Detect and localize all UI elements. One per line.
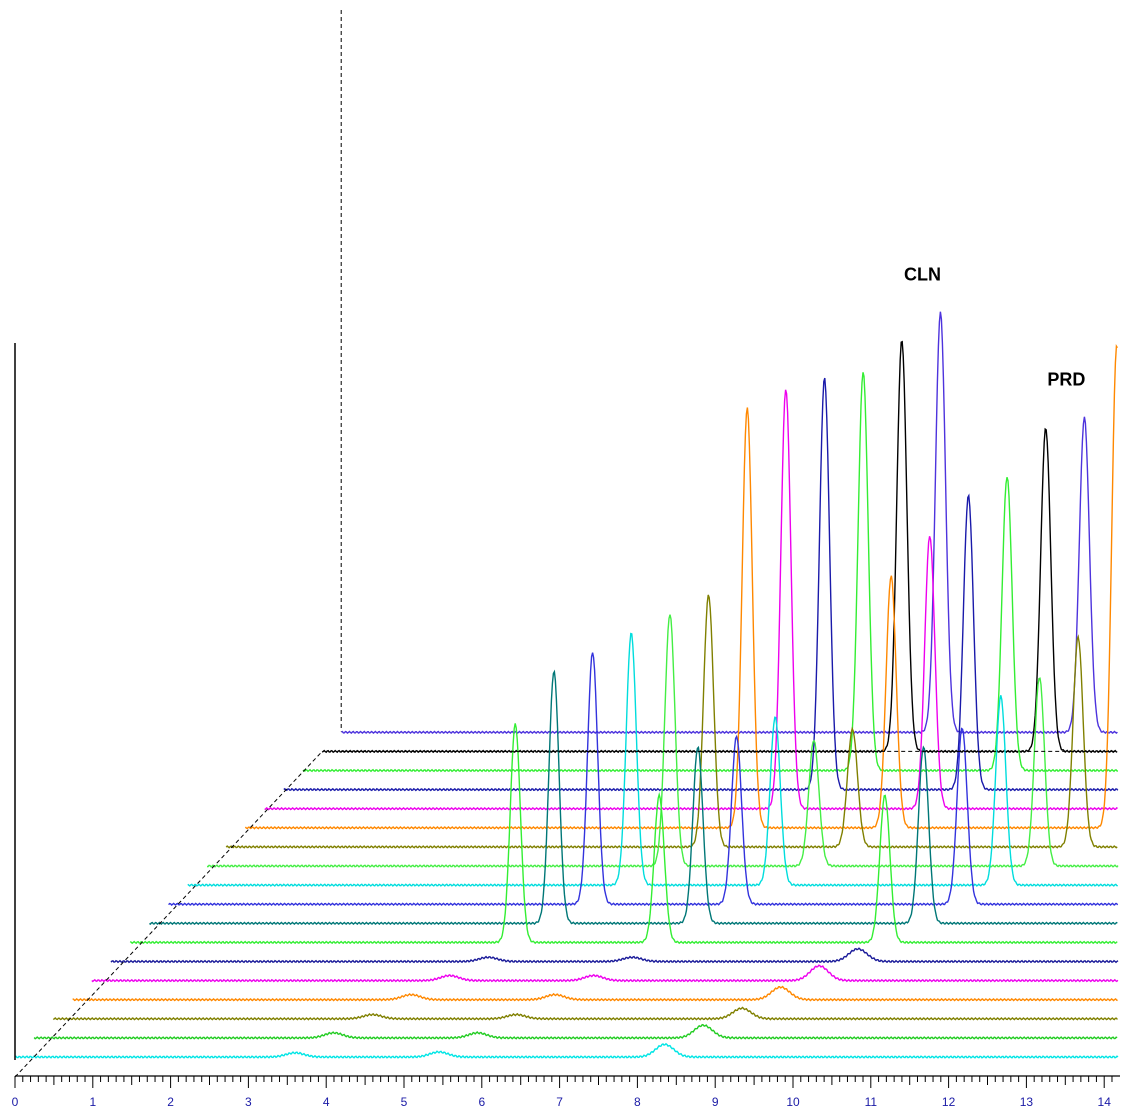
x-tick-label: 2 (167, 1095, 174, 1109)
x-tick-label: 9 (712, 1095, 719, 1109)
x-tick-label: 14 (1098, 1095, 1112, 1109)
x-tick-label: 7 (556, 1095, 563, 1109)
x-tick-label: 0 (12, 1095, 19, 1109)
x-tick-label: 1 (89, 1095, 96, 1109)
trace-line (52, 1006, 1118, 1021)
trace-line (91, 964, 1119, 983)
peak-annotations: CLNPRDFBX (904, 264, 1085, 389)
trace-line (264, 389, 1118, 811)
x-tick-label: 4 (323, 1095, 330, 1109)
trace-line (302, 372, 1119, 773)
x-tick-label: 6 (478, 1095, 485, 1109)
trace-line (206, 614, 1119, 868)
x-tick-label: 8 (634, 1095, 641, 1109)
peak-label-prd: PRD (1047, 369, 1085, 389)
x-tick-label: 10 (786, 1095, 800, 1109)
trace-line (341, 311, 1118, 735)
trace-line (129, 723, 1118, 945)
trace-line (225, 594, 1118, 849)
trace-line (110, 947, 1119, 964)
trace-line (149, 669, 1118, 926)
trace-line (187, 632, 1118, 887)
x-tick-label: 13 (1020, 1095, 1034, 1109)
trace-line (14, 1042, 1119, 1059)
x-tick-label: 11 (865, 1095, 878, 1109)
chart-axes: 0 1 2 3 4 5 6 7 8 9 10 11 12 13 14 (12, 10, 1120, 1109)
trace-line (244, 343, 1118, 830)
depth-axis-dashed (14, 751, 323, 1078)
trace-line (321, 340, 1118, 754)
peak-label-cln: CLN (904, 264, 941, 284)
trace-line (283, 377, 1119, 792)
x-tick-label: 3 (245, 1095, 252, 1109)
chromatogram-traces (14, 311, 1119, 1059)
trace-line (33, 1023, 1118, 1040)
x-tick-label: 12 (942, 1095, 956, 1109)
trace-line (168, 652, 1119, 906)
x-tick-label: 5 (401, 1095, 408, 1109)
trace-line (72, 985, 1118, 1002)
